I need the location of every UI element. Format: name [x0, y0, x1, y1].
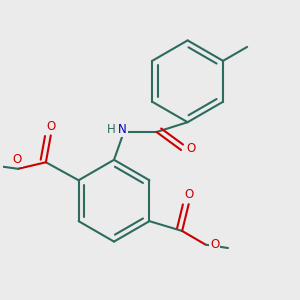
Text: O: O [13, 153, 22, 166]
Text: O: O [210, 238, 220, 251]
Text: O: O [186, 142, 196, 155]
Text: O: O [46, 120, 56, 133]
Text: O: O [185, 188, 194, 202]
Text: H: H [107, 123, 116, 136]
Text: N: N [118, 123, 127, 136]
